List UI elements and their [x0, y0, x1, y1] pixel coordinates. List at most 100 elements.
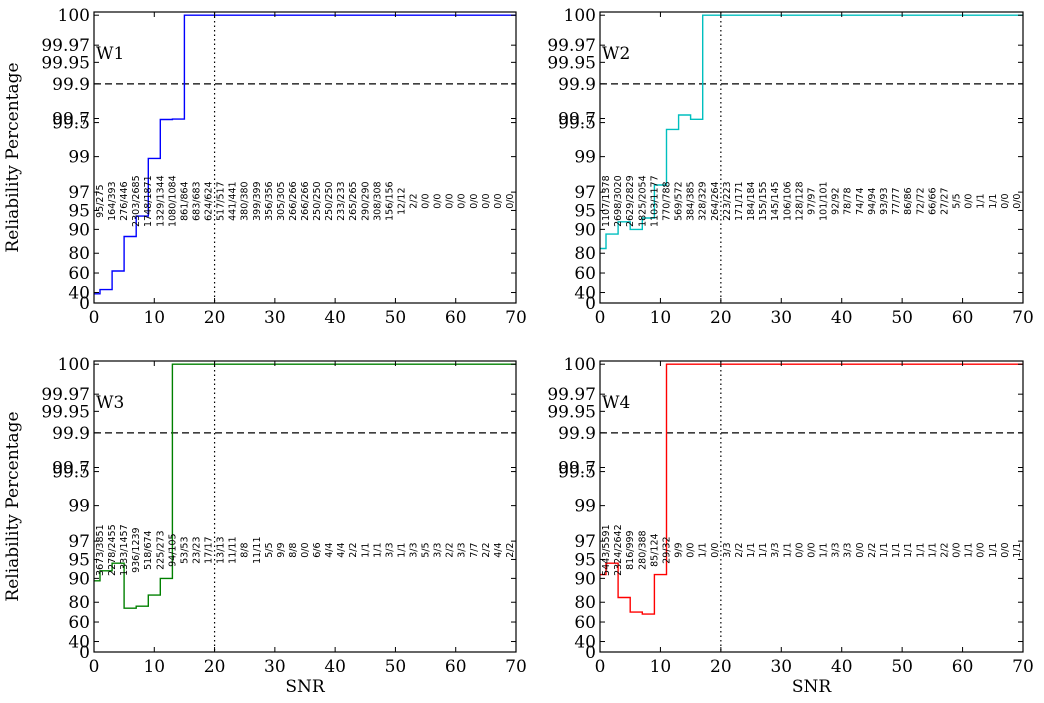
bin-count-label: 3/3	[770, 543, 781, 558]
y-tick-label: 40	[574, 633, 596, 653]
bin-count-label: 1/1	[879, 543, 890, 558]
bin-count-label: 156/156	[384, 181, 395, 220]
bin-count-label: 225/273	[155, 530, 166, 569]
x-tick-label: 10	[650, 657, 672, 677]
bin-count-label: 356/356	[264, 181, 275, 220]
bin-count-label: 1329/1344	[155, 175, 166, 227]
bin-count-label: 305/305	[276, 181, 287, 220]
y-tick-label: 99.7	[558, 110, 596, 130]
bin-count-label: 3/3	[409, 543, 420, 558]
bin-count-label: 0/0	[976, 543, 987, 558]
bin-count-label: 518/674	[143, 530, 154, 569]
bin-count-label: 164/393	[107, 181, 118, 220]
x-tick-label: 0	[89, 657, 100, 677]
bin-count-label: 0/0	[300, 543, 311, 558]
y-tick-label: 99.9	[558, 75, 596, 95]
x-tick-label: 60	[445, 308, 467, 328]
x-tick-label: 30	[770, 308, 792, 328]
bin-count-label: 816/999	[625, 530, 636, 569]
bin-count-label: 3/3	[831, 543, 842, 558]
y-tick-label: 99.9	[52, 75, 90, 95]
bin-count-label: 0/0	[952, 543, 963, 558]
x-tick-label: 50	[891, 308, 913, 328]
y-tick-label: 99.97	[547, 36, 596, 56]
panel-w3: 3673/3851 2278/2455 1333/1457 936/1239 518/6…	[3, 355, 527, 697]
bin-count-label: 1/1	[1012, 543, 1023, 558]
y-tick-label: 40	[68, 633, 90, 653]
y-tick-label: 99.95	[547, 53, 596, 73]
x-tick-label: 20	[710, 657, 732, 677]
y-axis-label: Reliability Percentage	[3, 411, 23, 601]
y-tick-label: 99.9	[52, 424, 90, 444]
bin-count-label: 17/17	[204, 536, 215, 563]
y-axis-label: Reliability Percentage	[3, 62, 23, 252]
bin-count-label: 13/13	[216, 536, 227, 563]
bin-count-label: 93/93	[879, 187, 890, 214]
x-tick-label: 0	[595, 308, 606, 328]
y-tick-label: 99	[574, 148, 596, 168]
y-tick-label: 60	[574, 264, 596, 284]
bin-count-label: 5/5	[952, 194, 963, 209]
x-tick-label: 0	[595, 657, 606, 677]
bin-count-label: 0/0	[481, 194, 492, 209]
bin-count-label: 3673/3851	[95, 524, 106, 576]
x-tick-label: 50	[891, 657, 913, 677]
x-axis-label: SNR	[285, 677, 326, 697]
bin-count-label: 399/399	[252, 181, 263, 220]
bin-count-label: 0/0	[469, 194, 480, 209]
bin-count-label: 11/11	[228, 536, 239, 563]
y-tick-label: 97	[68, 532, 90, 552]
bin-count-label: 683/683	[191, 181, 202, 220]
bin-count-label: 2/2	[939, 543, 950, 558]
bin-count-label: 5443/5591	[601, 524, 612, 576]
x-tick-label: 60	[445, 657, 467, 677]
y-tick-label: 95	[68, 550, 90, 570]
bin-count-label: 276/446	[119, 181, 130, 220]
bin-count-label: 266/266	[300, 181, 311, 220]
bin-count-label: 308/308	[372, 181, 383, 220]
y-tick-label: 99	[68, 148, 90, 168]
y-tick-label: 0	[585, 294, 596, 314]
plot-frame	[599, 360, 1024, 653]
y-tick-label: 80	[68, 593, 90, 613]
panel-w4: 5443/5591 2324/2642 816/999 280/388 85/124 29…	[547, 355, 1033, 697]
y-tick-label: 0	[79, 294, 90, 314]
bin-count-label: 2/2	[481, 543, 492, 558]
bin-count-label: 3/3	[457, 543, 468, 558]
y-tick-label: 97	[68, 183, 90, 203]
bin-count-label: 0/0	[421, 194, 432, 209]
bin-count-label: 23/23	[191, 536, 202, 563]
panel-w2: 1107/1378 2698/3020 2629/2829 1825/2054 1103…	[547, 6, 1033, 328]
bin-count-label: 92/92	[831, 187, 842, 214]
bin-count-label: 266/266	[288, 181, 299, 220]
bin-count-label: 3/3	[722, 543, 733, 558]
x-tick-label: 70	[505, 308, 527, 328]
y-tick-label: 99.97	[41, 385, 90, 405]
bin-count-label: 4/4	[324, 543, 335, 558]
y-tick-label: 95	[574, 201, 596, 221]
x-tick-label: 20	[710, 308, 732, 328]
bin-count-label: 1/1	[360, 543, 371, 558]
bin-count-label: 0/0	[433, 194, 444, 209]
y-tick-label: 99	[574, 497, 596, 517]
x-tick-label: 40	[831, 657, 853, 677]
bin-count-label: 74/74	[855, 187, 866, 214]
bin-count-label: 3/3	[843, 543, 854, 558]
bin-count-label: 3/3	[384, 543, 395, 558]
y-tick-label: 80	[574, 244, 596, 264]
bin-count-label: 77/77	[891, 187, 902, 214]
y-tick-label: 60	[68, 264, 90, 284]
bin-count-label: 155/155	[758, 181, 769, 220]
x-tick-label: 70	[505, 657, 527, 677]
x-tick-label: 30	[770, 657, 792, 677]
bin-count-label: 1/1	[372, 543, 383, 558]
bin-count-label: 290/290	[360, 181, 371, 220]
y-tick-label: 100	[58, 355, 90, 375]
bin-count-label: 1/1	[988, 543, 999, 558]
bin-count-label: 29/32	[661, 536, 672, 563]
bin-count-label: 4/4	[493, 543, 504, 558]
bin-count-label: 861/864	[179, 181, 190, 220]
plot-frame	[599, 11, 1024, 304]
bin-count-label: 0/0	[710, 543, 721, 558]
